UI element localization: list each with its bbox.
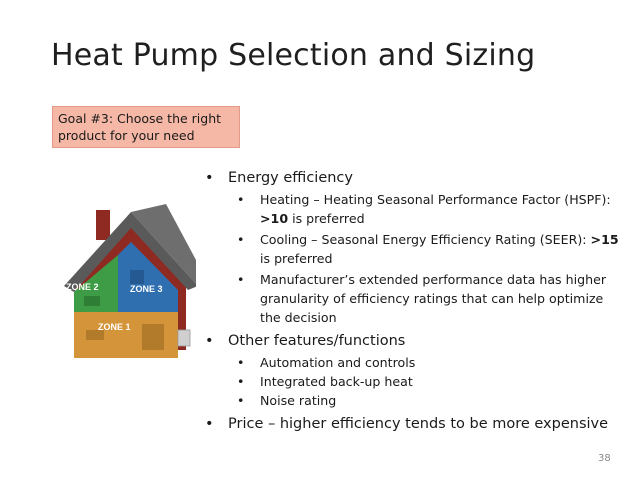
bullet-glyph: • — [237, 192, 245, 207]
bullet-energy-efficiency: • Energy efficiency — [205, 170, 353, 186]
bullet-automation: • Automation and controls — [237, 355, 416, 370]
bullet-cooling-seer: • Cooling – Seasonal Energy Efficiency R… — [237, 232, 619, 266]
bullet-other-features: • Other features/functions — [205, 333, 406, 349]
slide-title: Heat Pump Selection and Sizing — [51, 38, 536, 73]
bullet-glyph: • — [237, 374, 245, 389]
bullet-glyph: • — [205, 416, 214, 432]
bullet-glyph: • — [237, 355, 245, 370]
bullet-glyph: • — [205, 170, 214, 186]
zone-3-label: ZONE 3 — [130, 284, 163, 294]
hspf-threshold: >10 — [260, 211, 289, 226]
zone-1-label: ZONE 1 — [98, 322, 131, 332]
bullet-glyph: • — [237, 272, 245, 287]
goal-callout: Goal #3: Choose the right product for yo… — [52, 106, 240, 148]
bullet-price: • Price – higher efficiency tends to be … — [205, 416, 609, 432]
page-number: 38 — [598, 453, 611, 464]
bullet-glyph: • — [237, 393, 245, 408]
zone-2-label: ZONE 2 — [66, 282, 99, 292]
seer-threshold: >15 — [590, 232, 619, 247]
bullet-heating-hspf: • Heating – Heating Seasonal Performance… — [237, 192, 611, 226]
bullet-list: • Energy efficiency • Heating – Heating … — [205, 168, 625, 434]
bullet-manufacturer-data: • Manufacturer’s extended performance da… — [237, 272, 606, 325]
bullet-noise-rating: • Noise rating — [237, 393, 337, 408]
bullet-glyph: • — [237, 232, 245, 247]
bullet-backup-heat: • Integrated back-up heat — [237, 374, 413, 389]
bullet-glyph: • — [205, 333, 214, 349]
zoned-house-illustration: ZONE 2 ZONE 3 ZONE 1 — [64, 204, 196, 358]
